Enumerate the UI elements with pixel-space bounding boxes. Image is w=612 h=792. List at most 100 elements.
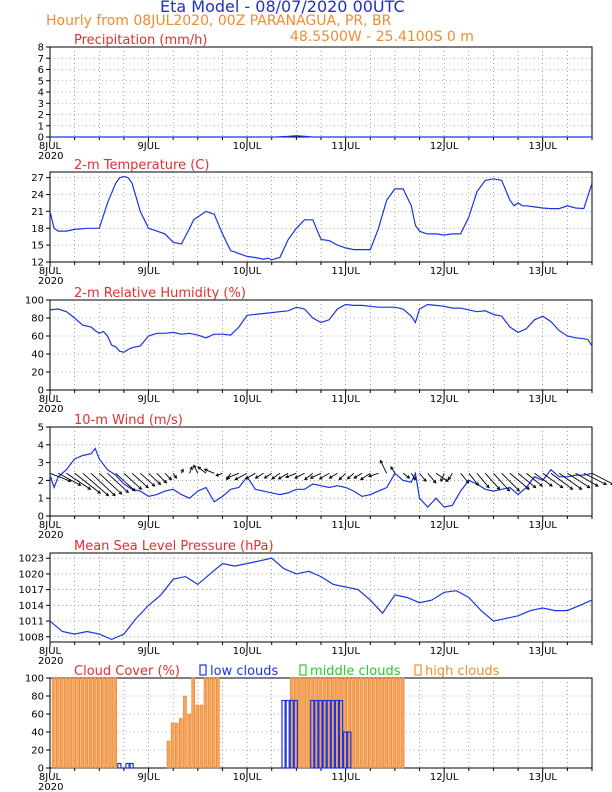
wind-arrow — [379, 460, 388, 474]
wind-arrow-head — [346, 475, 351, 480]
wind-arrow — [402, 472, 410, 479]
wind-arrow-head — [304, 476, 308, 481]
high-cloud-bar — [109, 677, 113, 769]
panel-title: Cloud Cover (%) — [74, 664, 180, 679]
wind-arrow — [148, 472, 161, 485]
wind-arrow — [197, 466, 207, 474]
y-tick-label: 18 — [31, 224, 44, 235]
x-tick-label: 10JUL — [233, 646, 262, 657]
wind-arrow — [131, 472, 149, 489]
y-tick-label: 4 — [38, 440, 44, 451]
wind-arrow-head — [406, 475, 411, 479]
x-tick-label: 12JUL — [430, 772, 459, 783]
low-cloud-bar — [343, 731, 348, 769]
wind-arrow-head — [125, 489, 129, 494]
wind-arrow-head — [131, 487, 136, 492]
wind-arrow-head — [412, 476, 416, 481]
x-tick-label: 12JUL — [430, 520, 459, 531]
wind-arrow-head — [338, 476, 343, 481]
high-cloud-bar — [55, 677, 60, 769]
wind-arrow — [567, 472, 591, 489]
wind-arrow-head — [586, 484, 591, 489]
wind-arrow — [304, 472, 314, 481]
y-tick-label: 1 — [38, 121, 44, 132]
low-cloud-bar — [338, 699, 344, 769]
x-tick-label: 12JUL — [430, 394, 459, 405]
wind-arrow — [226, 472, 240, 479]
wind-arrow-head — [359, 476, 364, 481]
high-cloud-bar — [64, 677, 68, 769]
chart-subtitle: Hourly from 08JUL2020, 00Z PARANAGUA, PR… — [46, 13, 392, 29]
high-cloud-bar — [199, 704, 204, 769]
wind-arrow-head — [465, 479, 470, 484]
high-cloud-bar — [60, 677, 64, 769]
wind-arrow-head — [549, 483, 553, 487]
wind-arrow — [329, 472, 338, 479]
x-tick-label: 13JUL — [528, 772, 557, 783]
wind-arrow-head — [151, 483, 156, 487]
high-cloud-bar — [207, 677, 212, 769]
x-tick-label: 12JUL — [430, 646, 459, 657]
y-tick-label: 20 — [31, 746, 44, 757]
y-tick-label: 100 — [25, 674, 44, 685]
high-cloud-bar — [306, 677, 310, 769]
x-tick-label: 9JUL — [137, 772, 160, 783]
wind-arrow — [484, 472, 500, 490]
panel-title: Mean Sea Level Pressure (hPa) — [74, 539, 274, 554]
low-cloud-bar — [310, 699, 315, 769]
low-cloud-bar — [285, 699, 290, 769]
y-tick-label: 80 — [31, 314, 44, 325]
wind-arrow — [360, 472, 371, 481]
y-tick-label: 6 — [38, 65, 44, 76]
y-tick-label: 1 — [38, 494, 44, 505]
x-tick-label: 11JUL — [331, 772, 360, 783]
y-tick-label: 40 — [31, 728, 44, 739]
y-tick-label: 20 — [31, 368, 44, 379]
low-cloud-bar — [326, 699, 331, 769]
x-tick-label: 8JUL — [39, 266, 62, 277]
wind-arrow-head — [277, 476, 282, 480]
low-cloud-bar — [129, 762, 134, 769]
wind-arrow — [319, 472, 330, 480]
wind-arrow — [49, 472, 71, 482]
wind-arrow — [534, 472, 553, 487]
panel-title: 2-m Temperature (C) — [74, 158, 209, 173]
high-cloud-bar — [68, 677, 72, 769]
wind-arrow — [440, 473, 445, 482]
low-cloud-bar — [322, 699, 327, 769]
wind-arrow-head — [145, 484, 149, 489]
wind-arrow-head — [77, 482, 82, 486]
high-cloud-bar — [80, 677, 85, 769]
wind-arrow — [255, 472, 264, 479]
wind-arrow — [189, 466, 193, 474]
legend-swatch — [414, 664, 422, 676]
low-cloud-bar — [334, 699, 340, 769]
y-tick-label: 0 — [38, 133, 44, 144]
x-tick-label: 12JUL — [430, 266, 459, 277]
x-year-label: 2020 — [38, 656, 63, 667]
x-tick-label: 13JUL — [528, 646, 557, 657]
wind-arrow — [123, 472, 142, 490]
high-cloud-bar — [96, 677, 101, 769]
y-tick-label: 1023 — [19, 554, 44, 565]
legend-swatch — [199, 664, 207, 676]
wind-arrow-head — [197, 466, 202, 470]
wind-arrow — [57, 472, 81, 486]
wind-arrow-head — [444, 478, 449, 482]
y-tick-label: 1014 — [19, 601, 44, 612]
wind-arrow — [410, 473, 416, 480]
wind-arrow-head — [559, 484, 564, 489]
x-tick-label: 11JUL — [331, 266, 360, 277]
x-year-label: 2020 — [38, 530, 63, 541]
wind-arrow — [390, 466, 396, 474]
panel-title: 10-m Wind (m/s) — [74, 413, 183, 428]
wind-arrow-head — [516, 487, 520, 492]
y-tick-label: 12 — [31, 258, 44, 269]
x-year-label: 2020 — [38, 151, 63, 162]
high-cloud-bar — [396, 677, 401, 769]
wind-arrow — [285, 472, 297, 478]
series-line — [49, 175, 593, 261]
low-cloud-bar — [314, 699, 319, 769]
wind-arrow-head — [254, 475, 259, 479]
wind-arrow-head — [506, 487, 511, 492]
